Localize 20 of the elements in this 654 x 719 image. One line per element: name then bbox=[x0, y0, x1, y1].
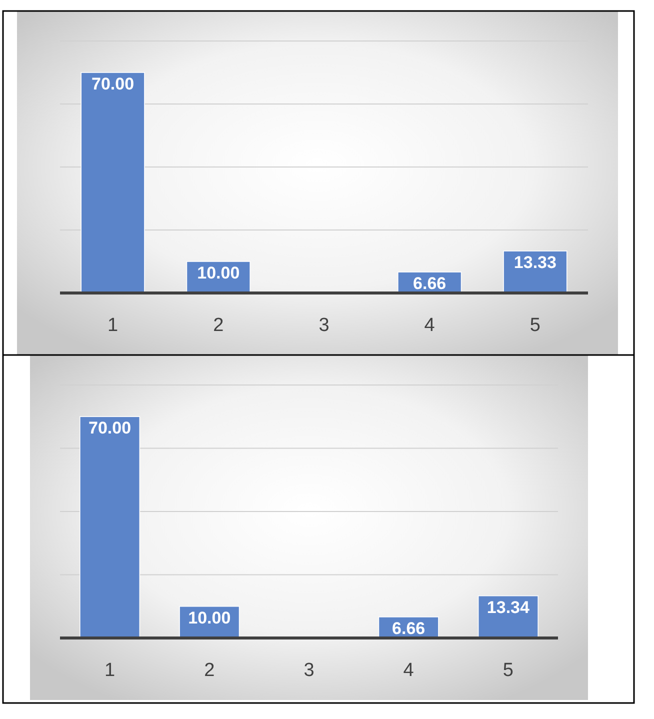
x-tick-label: 3 bbox=[318, 315, 330, 336]
data-label: 13.33 bbox=[514, 253, 556, 272]
data-label: 6.66 bbox=[392, 618, 426, 638]
x-tick-label: 3 bbox=[304, 660, 314, 681]
x-tick-label: 1 bbox=[104, 660, 116, 681]
x-tick-label: 4 bbox=[424, 315, 436, 336]
x-tick-label: 2 bbox=[204, 660, 215, 681]
bar bbox=[80, 416, 140, 638]
data-label: 6.66 bbox=[413, 274, 446, 294]
x-tick-label: 4 bbox=[403, 660, 414, 681]
data-label: 10.00 bbox=[197, 264, 240, 282]
data-label: 70.00 bbox=[92, 74, 134, 94]
data-label: 70.00 bbox=[88, 418, 132, 438]
data-label: 10.00 bbox=[188, 608, 231, 628]
bar bbox=[80, 72, 145, 294]
x-tick-label: 5 bbox=[530, 315, 540, 336]
data-label: 13.34 bbox=[486, 598, 530, 617]
x-tick-label: 1 bbox=[108, 315, 118, 336]
x-tick-label: 2 bbox=[213, 315, 224, 336]
x-tick-label: 5 bbox=[502, 660, 514, 681]
